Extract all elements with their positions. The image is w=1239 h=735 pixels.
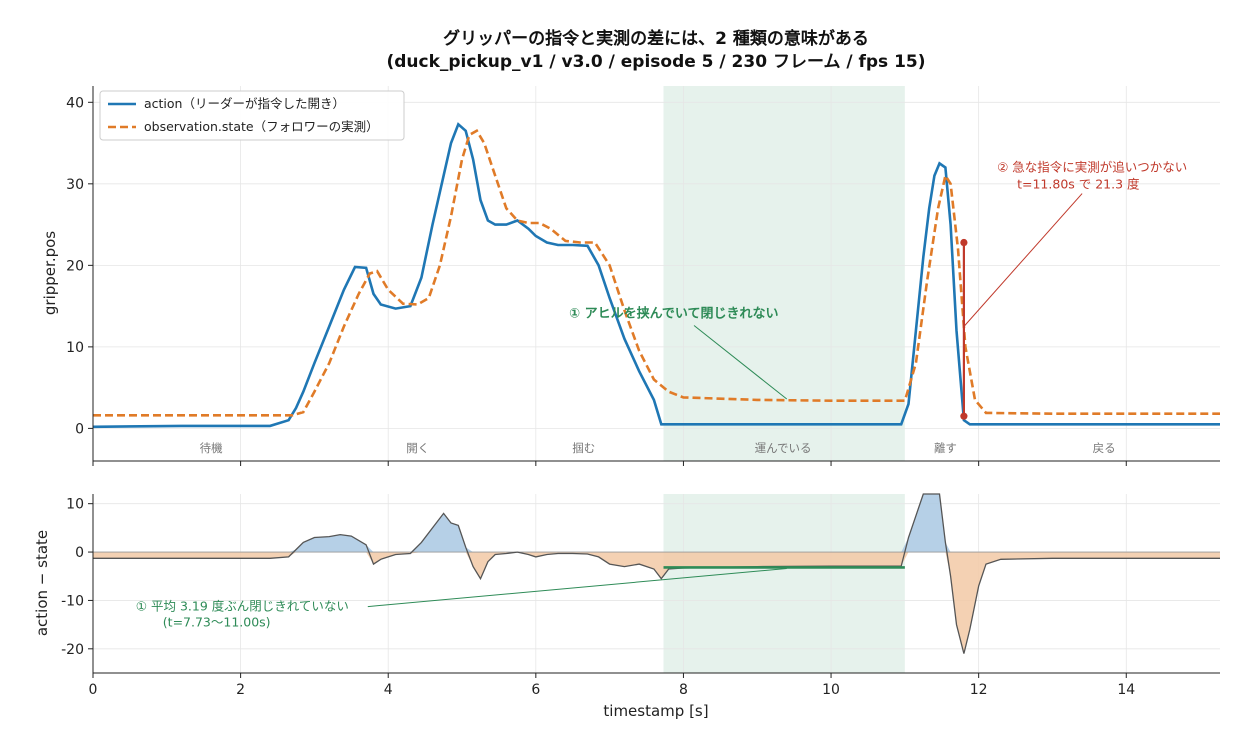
bottom-y-axis-label: action − state [33, 530, 51, 636]
bottom-axes: 10 0 -10 -20 0 2 4 6 8 10 12 14 action − state tim… [33, 493, 1220, 720]
annotation-1-text: ① アヒルを挟んでいて閉じきれない [569, 306, 779, 322]
x-tick-label: 6 [531, 682, 540, 698]
x-tick-label: 10 [822, 682, 840, 698]
legend-action-label: action（リーダーが指令した開き） [144, 96, 345, 111]
annotation-2-arrow [963, 193, 1083, 327]
annotation-3-text-line1: ① 平均 3.19 度ぶん閉じきれていない [136, 599, 349, 614]
chart-title-line1: グリッパーの指令と実測の差には、2 種類の意味がある [443, 28, 869, 49]
phase-labels: 待機 開く 掴む 運んでいる 離す 戻る [200, 441, 1116, 455]
diff-line [93, 493, 1220, 654]
top-y-ticks: 0 10 20 30 40 [66, 95, 93, 437]
gap-dot-top [960, 238, 968, 247]
x-tick-label: 8 [679, 682, 688, 698]
action-line [92, 122, 1220, 429]
top-y-tick-label: 0 [75, 421, 84, 437]
bottom-grid [92, 494, 1220, 673]
top-x-ticks [92, 461, 1127, 466]
legend: action（リーダーが指令した開き） observation.state（フォ… [99, 90, 405, 141]
annotation-3-arrow [367, 568, 787, 608]
top-y-tick-label: 30 [66, 177, 84, 193]
x-tick-label: 2 [236, 682, 245, 698]
x-axis-label: timestamp [s] [603, 702, 708, 720]
bottom-shaded-region [663, 494, 905, 673]
x-tick-label: 14 [1117, 682, 1135, 698]
bottom-y-tick-label: -20 [61, 642, 84, 658]
phase-label: 待機 [200, 441, 223, 455]
top-grid [92, 86, 1220, 461]
legend-state-label: observation.state（フォロワーの実測） [144, 119, 379, 134]
annotation-3-text-line2: (t=7.73〜11.00s) [163, 615, 271, 630]
phase-label: 運んでいる [755, 441, 812, 455]
annotation-2-text-line1: ② 急な指令に実測が追いつかない [997, 160, 1187, 175]
top-axes: 待機 開く 掴む 運んでいる 離す 戻る 0 10 20 30 40 gripper.pos ac… [41, 86, 1220, 466]
chart-title-line2: (duck_pickup_v1 / v3.0 / episode 5 / 230… [386, 52, 925, 72]
top-shaded-region [663, 86, 905, 461]
bottom-y-tick-label: 10 [66, 497, 84, 513]
top-y-tick-label: 20 [66, 258, 84, 274]
phase-label: 開く [406, 441, 429, 455]
diff-positive-fill [93, 494, 1220, 553]
phase-label: 離す [934, 441, 957, 455]
bottom-x-ticks: 0 2 4 6 8 10 12 14 [89, 673, 1135, 698]
x-tick-label: 12 [970, 682, 988, 698]
annotation-1-arrow [693, 325, 788, 400]
gap-dot-bottom [960, 412, 968, 420]
phase-label: 掴む [572, 441, 595, 455]
x-tick-label: 0 [89, 682, 98, 698]
top-y-tick-label: 10 [66, 340, 84, 356]
top-y-tick-label: 40 [66, 95, 84, 111]
bottom-y-tick-label: 0 [75, 545, 84, 561]
state-line [93, 129, 1220, 417]
top-y-axis-label: gripper.pos [41, 231, 59, 315]
bottom-y-tick-label: -10 [61, 593, 84, 609]
annotation-2-text-line2: t=11.80s で 21.3 度 [1017, 177, 1140, 192]
phase-label: 戻る [1093, 441, 1116, 455]
x-tick-label: 4 [384, 682, 393, 698]
bottom-y-ticks: 10 0 -10 -20 [61, 497, 93, 658]
legend-box [99, 90, 405, 141]
